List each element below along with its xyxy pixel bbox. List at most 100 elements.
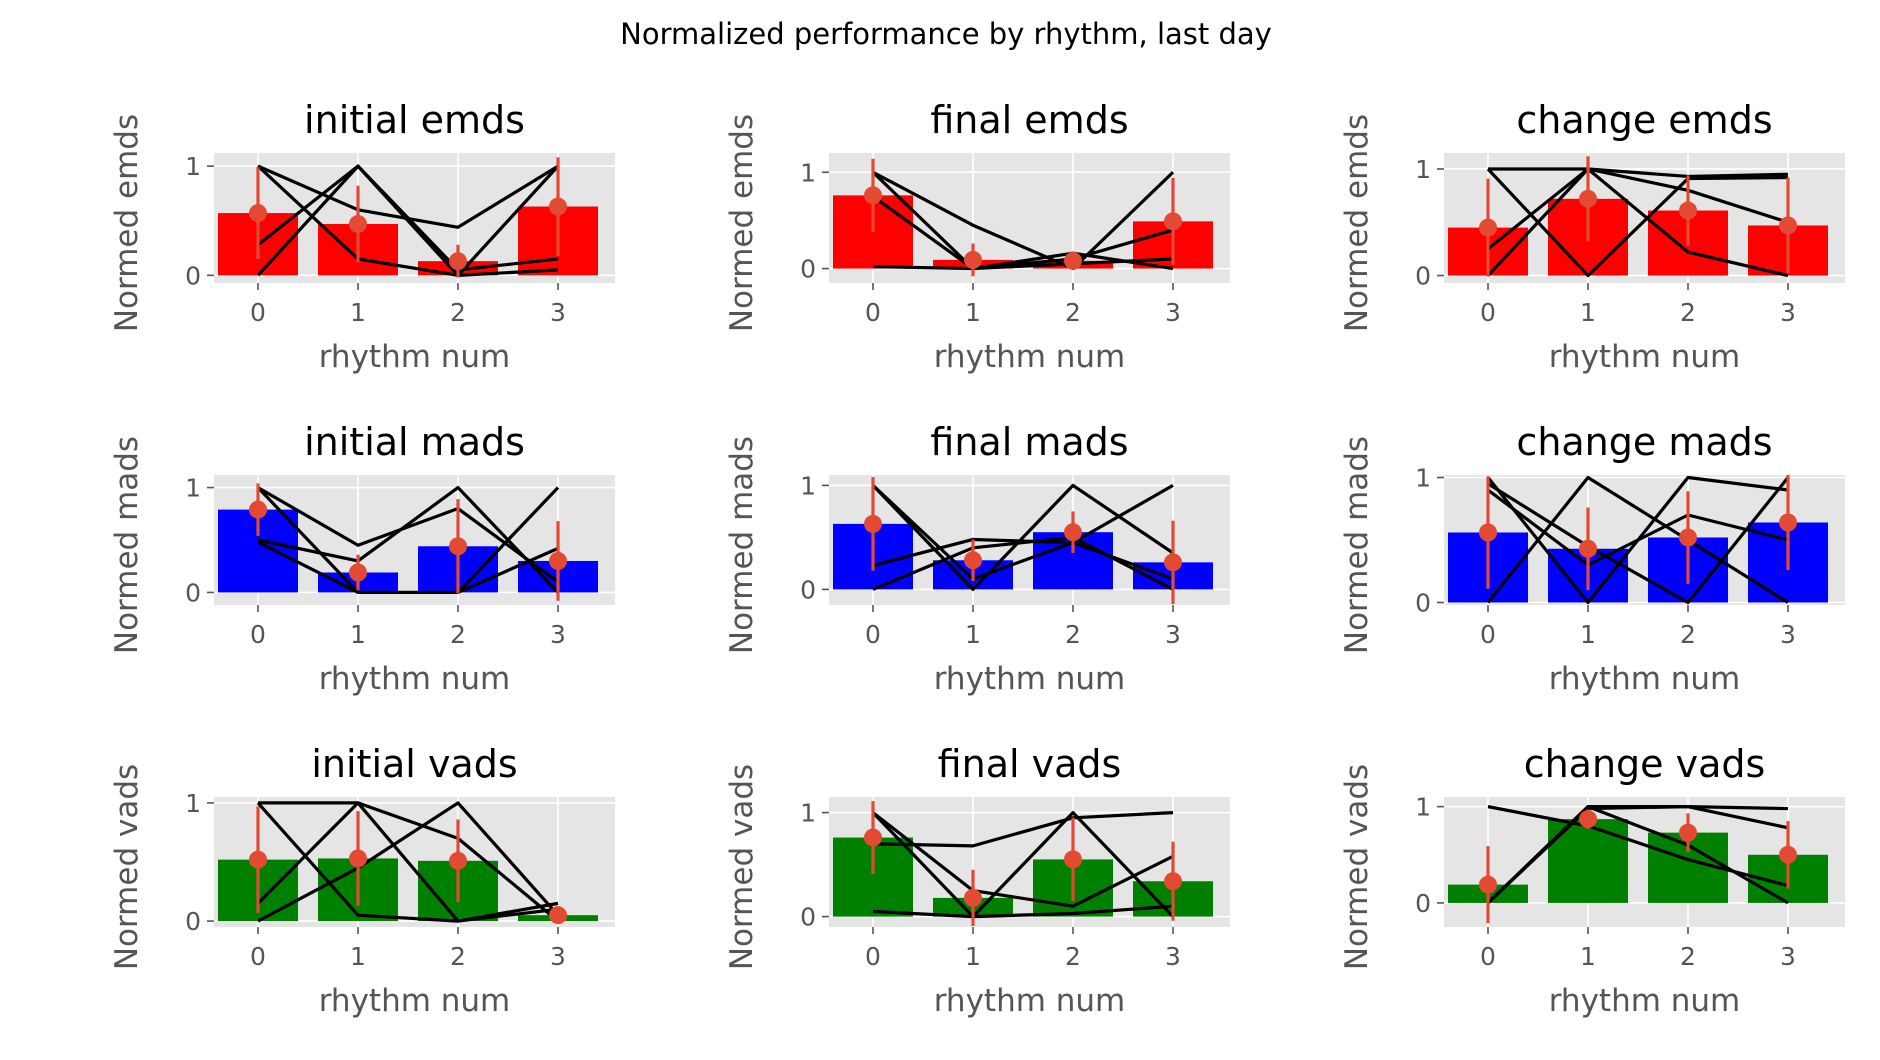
x-tick-label: 0 — [250, 942, 266, 971]
y-tick-label: 1 — [1415, 155, 1431, 184]
y-axis-label: Normed mads — [724, 436, 760, 654]
y-tick-label: 1 — [800, 799, 816, 828]
y-axis-label: Normed mads — [109, 436, 145, 654]
subject-line — [1487, 167, 1789, 251]
x-tick-label: 3 — [1165, 942, 1181, 971]
y-tick-label: 0 — [1415, 889, 1431, 918]
x-tick-label: 0 — [865, 942, 881, 971]
mean-point — [1679, 201, 1697, 220]
x-tick-label: 3 — [550, 620, 566, 649]
subject-line — [872, 535, 1174, 591]
subplot-change-mads: 0 1 0 1 2 3 change mads rhythm num Normed mads — [1339, 420, 1845, 697]
subject-line — [872, 170, 1175, 271]
mean-point — [1679, 823, 1697, 842]
y-tick-label: 1 — [800, 471, 816, 500]
subject-line — [872, 811, 1174, 848]
x-tick-label: 1 — [965, 620, 981, 649]
subject-line — [256, 164, 559, 277]
x-tick-label: 1 — [965, 942, 981, 971]
mean-point — [449, 851, 467, 870]
subplot-title: initial mads — [304, 420, 525, 464]
y-tick-label: 1 — [800, 158, 816, 187]
subject-line — [257, 801, 560, 923]
subplot-title: change emds — [1516, 98, 1772, 142]
mean-point — [1579, 189, 1597, 208]
x-axis-label: rhythm num — [319, 339, 511, 375]
x-tick-label: 0 — [1480, 942, 1496, 971]
x-tick-label: 1 — [350, 942, 366, 971]
x-axis-label: rhythm num — [319, 661, 511, 697]
mean-point — [349, 215, 367, 234]
x-tick-label: 2 — [450, 298, 466, 327]
figure-title: Normalized performance by rhythm, last d… — [620, 17, 1272, 51]
y-axis-label: Normed vads — [724, 764, 760, 970]
subject-line — [257, 164, 560, 277]
x-tick-label: 0 — [865, 620, 881, 649]
subplot-final-emds: 0 1 0 1 2 3 final emds rhythm num Normed emds — [724, 98, 1230, 375]
x-tick-label: 3 — [1165, 298, 1181, 327]
y-axis-label: Normed vads — [1339, 764, 1375, 970]
x-tick-label: 2 — [1680, 620, 1696, 649]
y-tick-label: 1 — [185, 152, 201, 181]
mean-point — [1579, 539, 1597, 558]
subplot-title: final vads — [938, 742, 1122, 786]
x-tick-label: 2 — [1680, 298, 1696, 327]
y-axis-label: Normed emds — [1339, 114, 1375, 332]
mean-point — [1779, 513, 1797, 532]
mean-point — [1679, 528, 1697, 547]
x-tick-label: 3 — [1780, 620, 1796, 649]
subject-line — [256, 801, 559, 923]
subplot-title: final mads — [930, 420, 1128, 464]
mean-point — [349, 563, 367, 582]
mean-point — [964, 551, 982, 570]
subplot-final-mads: 0 1 0 1 2 3 final mads rhythm num Normed mads — [724, 420, 1230, 697]
x-tick-label: 3 — [1165, 620, 1181, 649]
subject-line — [872, 904, 1174, 919]
subject-line — [1486, 475, 1789, 604]
y-tick-label: 0 — [185, 261, 201, 290]
subject-line — [871, 810, 1175, 919]
x-tick-label: 0 — [1480, 620, 1496, 649]
y-tick-label: 1 — [1415, 793, 1431, 822]
subplot-title: change vads — [1524, 742, 1766, 786]
x-tick-label: 3 — [1780, 942, 1796, 971]
x-tick-label: 2 — [450, 620, 466, 649]
y-axis-label: Normed emds — [109, 114, 145, 332]
mean-point — [349, 849, 367, 868]
x-tick-label: 0 — [865, 298, 881, 327]
subplot-initial-vads: 0 1 0 1 2 3 initial vads rhythm num Normed vads — [109, 742, 615, 1019]
y-tick-label: 0 — [1415, 589, 1431, 618]
x-axis-label: rhythm num — [1549, 983, 1741, 1019]
mean-point — [1779, 845, 1797, 864]
x-axis-label: rhythm num — [934, 983, 1126, 1019]
x-tick-label: 0 — [250, 620, 266, 649]
x-tick-label: 3 — [1780, 298, 1796, 327]
mean-point — [864, 828, 882, 847]
mean-point — [1779, 216, 1797, 235]
mean-point — [1479, 218, 1497, 237]
mean-point — [1064, 850, 1082, 869]
subplot-change-vads: 0 1 0 1 2 3 change vads rhythm num Normed vads — [1339, 742, 1845, 1019]
subject-line — [1488, 167, 1789, 224]
subject-line — [256, 801, 559, 923]
y-tick-label: 1 — [1415, 464, 1431, 493]
subject-line — [871, 171, 1174, 271]
mean-point — [1479, 523, 1497, 542]
subject-line — [871, 484, 1174, 581]
x-axis-label: rhythm num — [319, 983, 511, 1019]
subject-line — [872, 257, 1174, 271]
mean-point — [1164, 872, 1182, 891]
subplot-initial-emds: 0 1 0 1 2 3 initial emds rhythm num Normed emds — [109, 98, 615, 375]
y-axis-label: Normed vads — [109, 764, 145, 970]
subplot-final-vads: 0 1 0 1 2 3 final vads rhythm num Normed vads — [724, 742, 1230, 1019]
subplot-title: initial vads — [311, 742, 517, 786]
mean-point — [249, 204, 267, 223]
subject-line — [258, 801, 560, 923]
x-tick-label: 3 — [550, 298, 566, 327]
x-tick-label: 1 — [1580, 942, 1596, 971]
mean-point — [1164, 553, 1182, 572]
mean-point — [449, 537, 467, 556]
subject-line — [256, 486, 559, 595]
mean-point — [549, 197, 567, 216]
y-tick-label: 0 — [800, 255, 816, 284]
